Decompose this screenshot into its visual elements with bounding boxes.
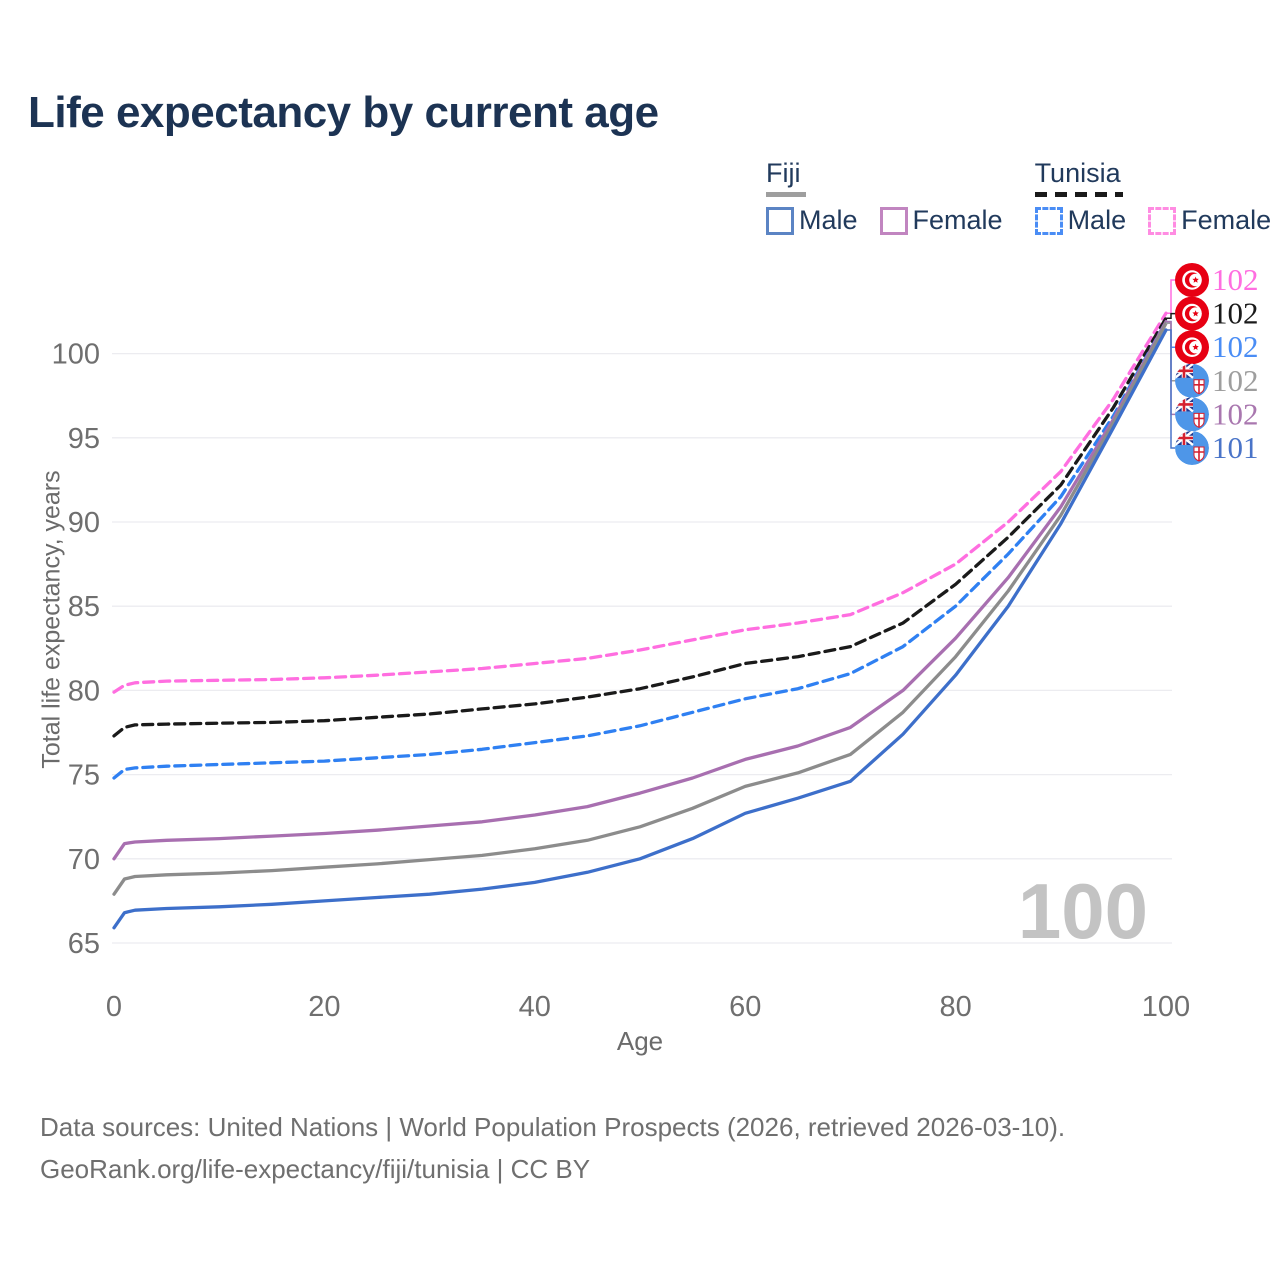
legend-group-tunisia-label: Tunisia	[1034, 158, 1121, 188]
series-line-tunisia_female[interactable]	[112, 311, 1168, 694]
legend: Fiji Male Female Tunisia Male	[766, 158, 1271, 236]
fiji-flag-icon	[1175, 397, 1209, 432]
series-line-tunisia_male[interactable]	[112, 319, 1168, 780]
y-tick-label: 70	[68, 844, 100, 876]
tunisia-flag-icon	[1175, 330, 1209, 365]
x-tick-label: 20	[308, 991, 340, 1023]
source-footer: Data sources: United Nations | World Pop…	[40, 1106, 1065, 1190]
x-tick-label: 0	[106, 991, 122, 1023]
end-value-label: 102	[1212, 396, 1259, 431]
tunisia-female-swatch-icon[interactable]	[1148, 206, 1177, 235]
fiji-male-swatch-icon[interactable]	[766, 206, 794, 235]
x-tick-label: 60	[729, 991, 761, 1023]
connector-line	[1166, 329, 1175, 449]
series-line-fiji_female[interactable]	[112, 319, 1168, 861]
y-tick-label: 95	[68, 423, 100, 455]
tunisia-male-swatch-icon[interactable]	[1034, 206, 1063, 235]
x-tick-label: 40	[519, 991, 551, 1023]
source-url-line: GeoRank.org/life-expectancy/fiji/tunisia…	[40, 1154, 591, 1185]
legend-item-label: Male	[799, 205, 858, 235]
tunisia-flag-icon	[1175, 296, 1209, 331]
end-value-label: 102	[1212, 329, 1259, 364]
x-axis-title: Age	[616, 1026, 664, 1056]
fiji-female-swatch-icon[interactable]	[879, 206, 908, 235]
y-tick-label: 75	[68, 760, 100, 792]
age-counter-watermark: 100	[1017, 867, 1148, 955]
chart-title: Life expectancy by current age	[28, 88, 659, 137]
source-line: Data sources: United Nations | World Pop…	[40, 1112, 1066, 1142]
series-line-fiji_male[interactable]	[112, 328, 1168, 930]
y-tick-label: 80	[68, 675, 100, 707]
end-value-label: 101	[1212, 430, 1259, 465]
x-tick-label: 80	[939, 991, 971, 1023]
legend-item-fiji-female[interactable]: Female	[879, 205, 1003, 236]
legend-item-label: Male	[1067, 205, 1127, 235]
legend-group-fiji-label: Fiji	[766, 158, 801, 188]
legend-item-tunisia-male[interactable]: Male	[1034, 205, 1127, 236]
series-line-fiji_total[interactable]	[112, 321, 1168, 896]
y-tick-label: 100	[52, 339, 100, 371]
y-tick-label: 90	[68, 507, 100, 539]
connector-line	[1166, 312, 1175, 319]
fiji-flag-icon	[1175, 363, 1209, 398]
connector-line	[1166, 279, 1175, 314]
legend-group-fiji: Fiji Male Female	[766, 158, 1003, 236]
tunisia-dashed-line-swatch	[1034, 192, 1123, 197]
series-line-tunisia_total[interactable]	[112, 316, 1168, 738]
end-value-label: 102	[1212, 363, 1259, 398]
legend-group-tunisia: Tunisia Male Female	[1034, 158, 1271, 236]
fiji-flag-icon	[1175, 431, 1209, 465]
y-tick-label: 85	[68, 591, 100, 623]
y-tick-label: 65	[68, 928, 100, 960]
end-value-label: 102	[1212, 296, 1259, 331]
x-tick-label: 100	[1142, 991, 1190, 1023]
legend-item-fiji-male[interactable]: Male	[766, 205, 858, 236]
legend-item-label: Female	[1181, 205, 1272, 235]
fiji-solid-line-swatch	[766, 192, 806, 197]
end-value-label: 102	[1212, 262, 1259, 297]
tunisia-flag-icon	[1175, 263, 1209, 297]
legend-item-tunisia-female[interactable]: Female	[1148, 205, 1271, 236]
legend-item-label: Female	[912, 205, 1003, 235]
